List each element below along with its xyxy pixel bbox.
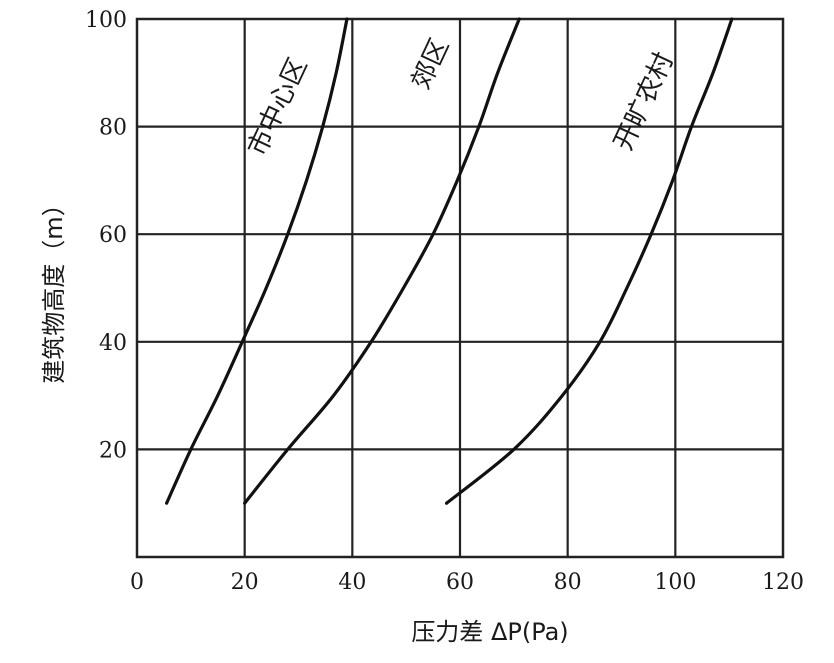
y-tick-label: 60	[99, 223, 127, 248]
series-group: 市中心区 郊区 开旷农村	[165, 17, 734, 505]
y-tick-label: 100	[85, 8, 127, 33]
series-line-open-country	[444, 17, 734, 505]
grid	[137, 19, 783, 557]
x-tick-labels: 0 20 40 60 80 100 120	[130, 570, 804, 595]
y-axis-label: 建筑物高度（m）	[40, 192, 68, 383]
x-tick-label: 20	[231, 570, 259, 595]
x-tick-label: 0	[130, 570, 144, 595]
x-tick-label: 80	[554, 570, 582, 595]
series-line-downtown	[165, 17, 349, 505]
series-label-open-country: 开旷农村	[609, 48, 680, 155]
x-tick-label: 100	[654, 570, 696, 595]
series-label-downtown: 市中心区	[242, 54, 313, 161]
y-tick-label: 20	[99, 438, 127, 463]
x-tick-label: 40	[338, 570, 366, 595]
y-tick-label: 80	[99, 116, 127, 141]
x-tick-label: 60	[446, 570, 474, 595]
series-label-suburb: 郊区	[406, 34, 455, 94]
y-tick-label: 40	[99, 331, 127, 356]
series-line-suburb	[243, 17, 521, 505]
x-tick-label: 120	[762, 570, 804, 595]
x-axis-label: 压力差 ΔP(Pa)	[411, 618, 568, 646]
plot-frame	[135, 17, 785, 559]
y-tick-labels: 20 40 60 80 100	[85, 8, 127, 463]
